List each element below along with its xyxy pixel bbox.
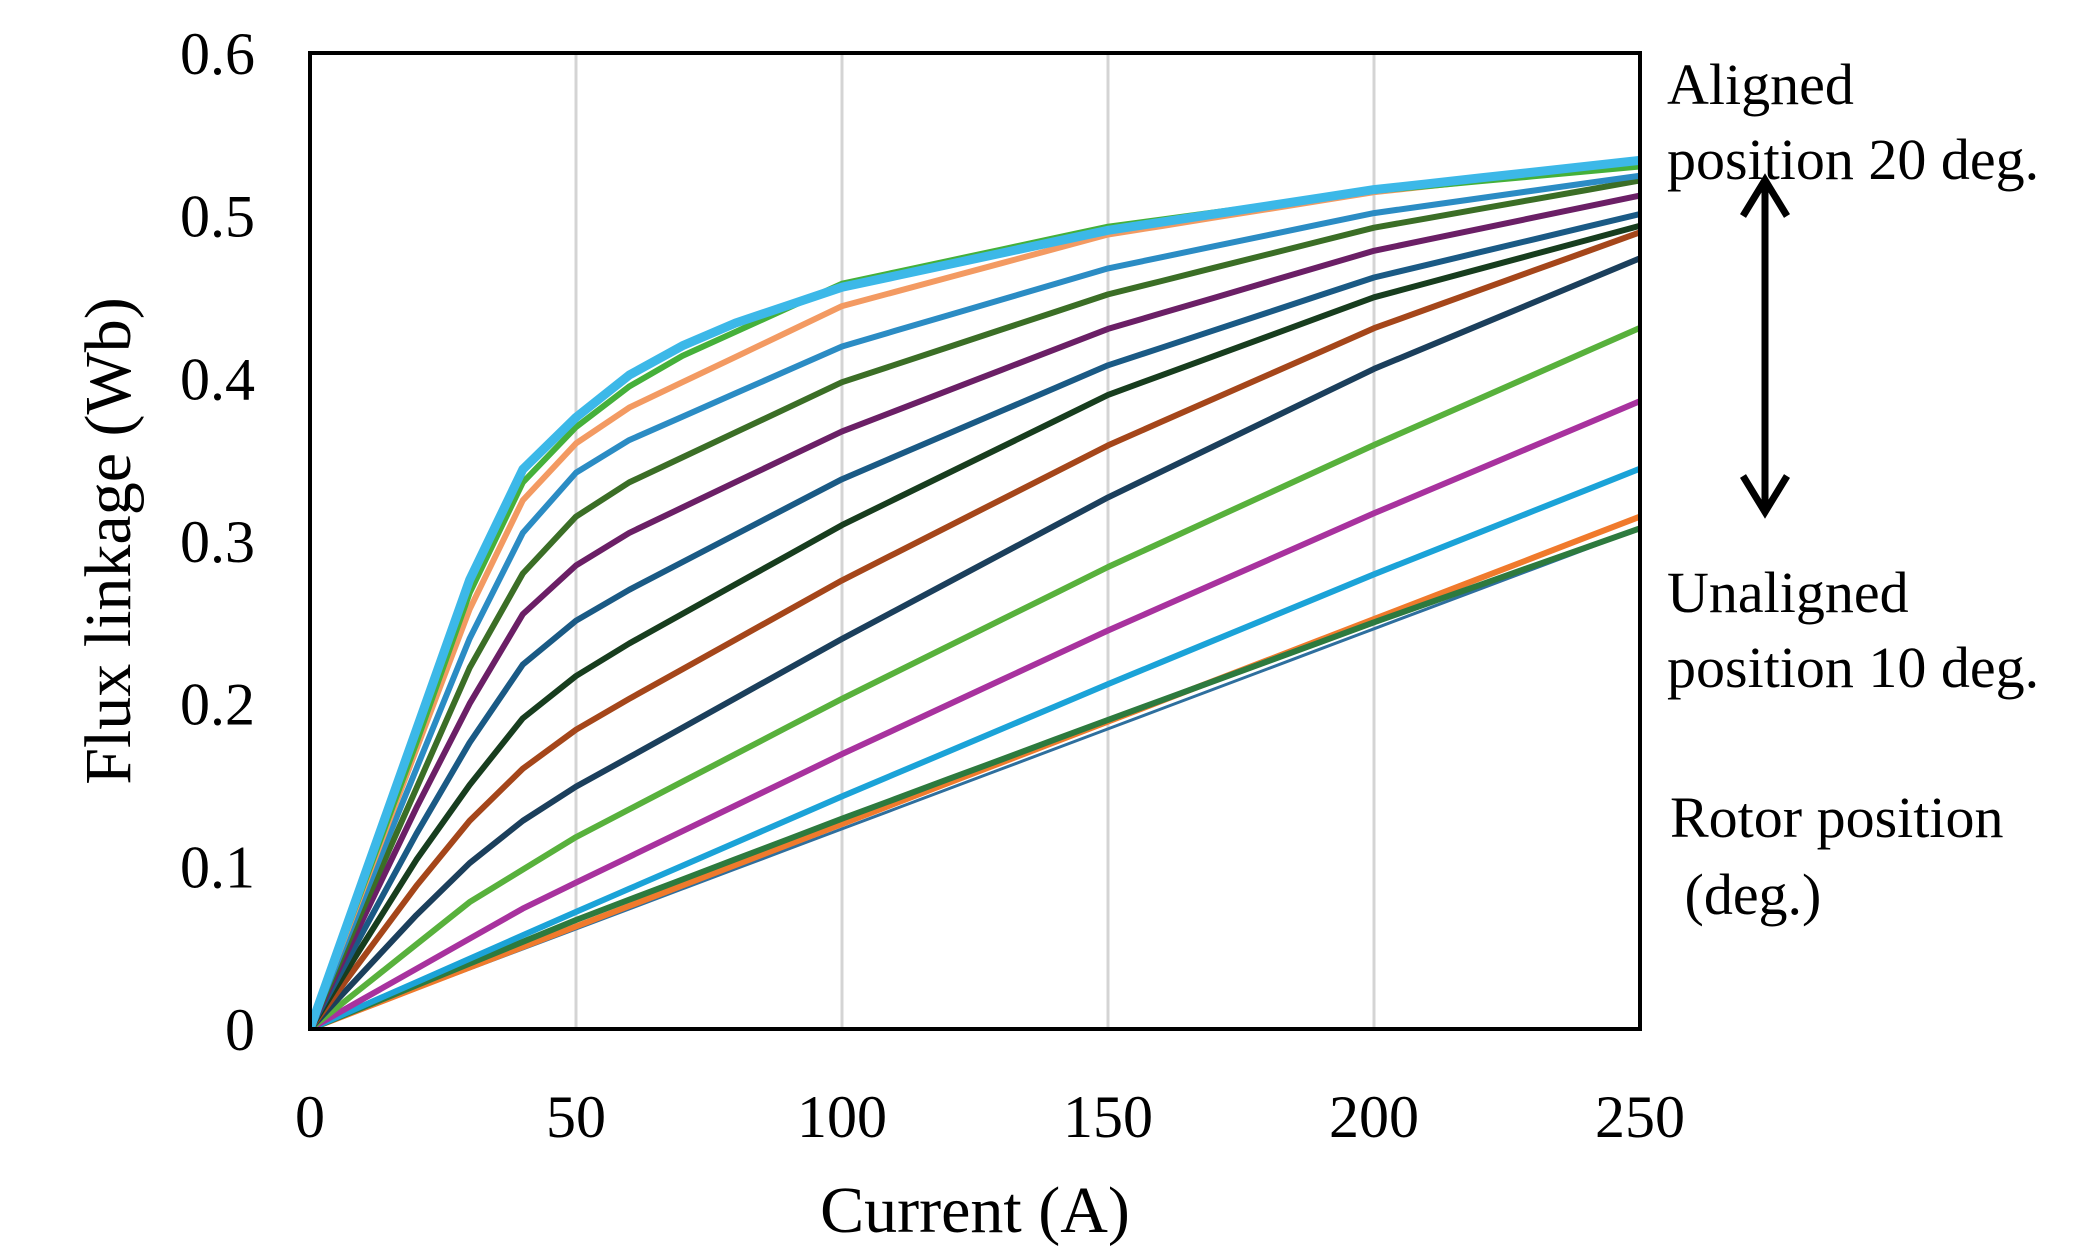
y-tick-labels: 0 0.1 0.2 0.3 0.4 0.5 0.6 xyxy=(180,21,255,1063)
y-axis-title: Flux linkage (Wb) xyxy=(72,297,145,785)
series-line-10-5-deg xyxy=(310,513,1640,1029)
series-line-15-0-deg xyxy=(310,211,1640,1029)
x-axis-title: Current (A) xyxy=(820,1174,1130,1247)
x-tick-100: 100 xyxy=(797,1084,887,1150)
x-tick-0: 0 xyxy=(295,1084,325,1150)
series-line-13-0-deg xyxy=(310,255,1640,1029)
x-tick-250: 250 xyxy=(1595,1084,1685,1150)
x-tick-150: 150 xyxy=(1063,1084,1153,1150)
series-line-13-5-deg xyxy=(310,229,1640,1029)
series-line-14-0-deg xyxy=(310,222,1640,1029)
legend-title-line2: (deg.) xyxy=(1670,862,1821,927)
y-tick-0.2: 0.2 xyxy=(180,672,255,738)
series-line-18-0-deg xyxy=(310,172,1640,1029)
double-arrow xyxy=(1740,173,1790,519)
series-line-16-0-deg xyxy=(310,192,1640,1029)
x-tick-50: 50 xyxy=(546,1084,606,1150)
y-tick-0.5: 0.5 xyxy=(180,184,255,250)
plot-frame xyxy=(308,51,1642,1031)
y-tick-0.4: 0.4 xyxy=(180,346,255,412)
series-line-20-0-deg xyxy=(310,155,1640,1029)
legend-title-line1: Rotor position xyxy=(1670,785,2004,850)
aligned-label-line2: position 20 deg. xyxy=(1667,127,2039,192)
series-line-11-0-deg xyxy=(310,525,1640,1029)
y-tick-0: 0 xyxy=(225,997,255,1063)
series-line-12-5-deg xyxy=(310,324,1640,1029)
y-tick-0.1: 0.1 xyxy=(180,834,255,900)
aligned-label-line1: Aligned xyxy=(1667,52,1854,117)
y-tick-0.6: 0.6 xyxy=(180,21,255,87)
y-tick-0.3: 0.3 xyxy=(180,509,255,575)
series-layer xyxy=(310,155,1640,1029)
series-line-12-0-deg xyxy=(310,398,1640,1029)
series-line-17-0-deg xyxy=(310,177,1640,1029)
unaligned-label-line2: position 10 deg. xyxy=(1667,635,2039,700)
x-tick-200: 200 xyxy=(1329,1084,1419,1150)
series-line-11-5-deg xyxy=(310,465,1640,1029)
x-tick-labels: 0 50 100 150 200 250 xyxy=(295,1084,1685,1150)
unaligned-label-line1: Unaligned xyxy=(1667,560,1909,625)
